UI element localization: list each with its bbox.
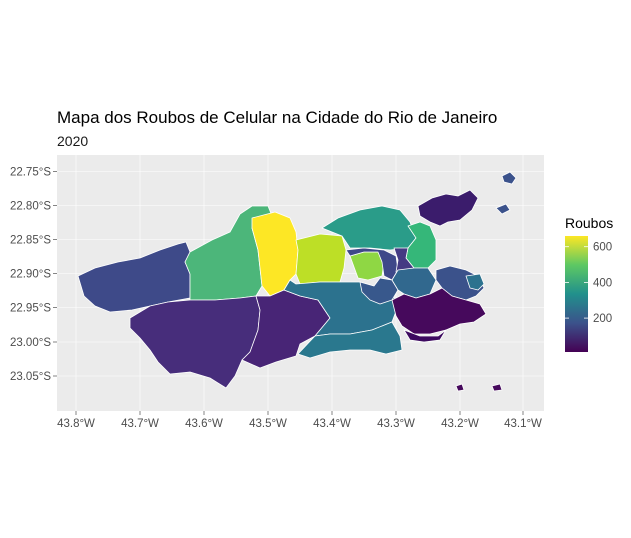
legend-tick-label: 400 — [593, 277, 612, 289]
region-zona-sul-coast — [403, 329, 447, 343]
region-realengo — [295, 233, 347, 285]
region-ilha — [417, 189, 479, 227]
x-tick-label: 43.2°W — [441, 418, 479, 430]
region-north-c — [405, 221, 437, 269]
y-tick-label: 23.00°S — [10, 337, 51, 349]
legend-title: Roubos — [565, 215, 613, 231]
y-tick-label: 22.75°S — [10, 167, 51, 179]
map-subtitle: 2020 — [57, 133, 88, 149]
y-tick-label: 22.85°S — [10, 235, 51, 247]
region-north-e — [359, 277, 399, 305]
x-tick-label: 43.7°W — [121, 418, 159, 430]
y-tick-label: 22.90°S — [10, 269, 51, 281]
x-tick-label: 43.6°W — [185, 418, 223, 430]
y-axis: 22.75°S 22.80°S 22.85°S 22.90°S 22.95°S … — [10, 167, 57, 383]
x-tick-label: 43.4°W — [313, 418, 351, 430]
legend-ticks: 600 400 200 — [565, 242, 612, 325]
y-tick-label: 22.95°S — [10, 303, 51, 315]
region-centro-b — [465, 273, 485, 291]
legend-tick-label: 200 — [593, 313, 612, 325]
region-islet-4 — [491, 383, 503, 392]
region-zona-sul — [391, 287, 487, 335]
region-islet-3 — [455, 383, 465, 392]
map-title: Mapa dos Roubos de Celular na Cidade do … — [57, 108, 497, 127]
region-islet-1 — [501, 171, 517, 185]
x-tick-label: 43.1°W — [504, 418, 542, 430]
x-tick-label: 43.5°W — [249, 418, 287, 430]
region-north-b — [345, 247, 399, 281]
region-barra — [297, 321, 403, 359]
x-tick-label: 43.3°W — [377, 418, 415, 430]
y-tick-label: 23.05°S — [10, 371, 51, 383]
legend-tick-label: 600 — [593, 242, 612, 254]
x-axis: 43.8°W 43.7°W 43.6°W 43.5°W 43.4°W 43.3°… — [57, 411, 542, 430]
region-islet-2 — [495, 203, 511, 215]
y-tick-label: 22.80°S — [10, 201, 51, 213]
x-tick-label: 43.8°W — [57, 418, 95, 430]
region-centro — [435, 265, 485, 301]
legend-colorbar — [565, 236, 588, 352]
legend: Roubos 600 400 200 — [565, 215, 613, 352]
map-regions — [77, 171, 517, 392]
